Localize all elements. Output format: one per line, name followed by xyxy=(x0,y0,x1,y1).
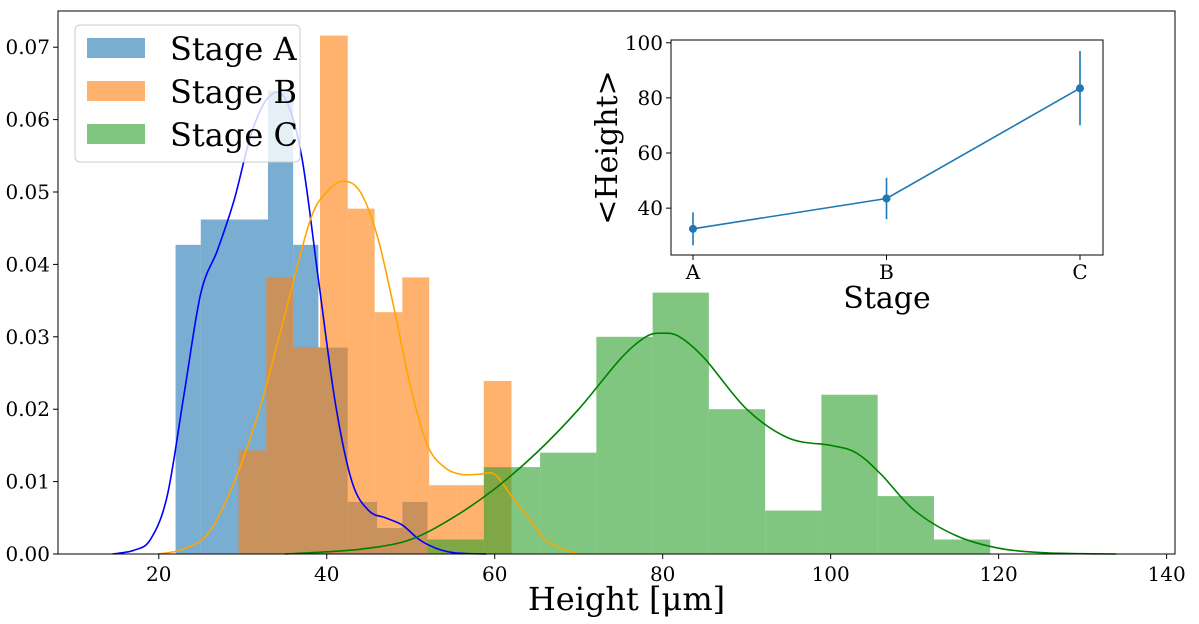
inset-y-tick-label: 80 xyxy=(638,86,663,110)
inset-y-axis-label: <Height> xyxy=(590,70,625,224)
histogram-bar xyxy=(238,450,267,554)
histogram-bar xyxy=(540,452,597,554)
legend-label: Stage B xyxy=(170,73,297,111)
histogram-bar xyxy=(765,510,822,554)
histogram-bar xyxy=(266,277,294,554)
histogram-bar xyxy=(320,35,348,554)
inset-x-tick-label: C xyxy=(1072,260,1087,284)
series-stage-c-bars xyxy=(427,292,991,554)
inset-x-tick-label: B xyxy=(879,260,894,284)
legend-label: Stage A xyxy=(170,30,297,68)
x-tick-label: 80 xyxy=(650,562,675,586)
y-tick-label: 0.04 xyxy=(5,252,50,276)
series-stage-b-bars xyxy=(238,35,512,555)
x-tick-label: 120 xyxy=(980,562,1018,586)
x-tick-label: 60 xyxy=(482,562,507,586)
y-tick-label: 0.06 xyxy=(5,108,50,132)
histogram-bar xyxy=(708,409,766,554)
histogram-bar xyxy=(347,208,375,555)
y-tick-label: 0.00 xyxy=(5,542,50,566)
inset-x-tick-label: A xyxy=(685,260,701,284)
y-tick-label: 0.03 xyxy=(5,325,50,349)
inset-x-axis-label: Stage xyxy=(843,281,930,316)
x-tick-label: 100 xyxy=(812,562,850,586)
x-tick-label: 40 xyxy=(314,562,339,586)
legend-swatch xyxy=(87,124,145,144)
histogram-bar xyxy=(877,496,934,554)
histogram-bar xyxy=(427,539,484,554)
legend: Stage A Stage B Stage C xyxy=(74,24,301,163)
kde-curve-stage-b xyxy=(158,180,579,555)
y-tick-label: 0.05 xyxy=(5,180,50,204)
inset-data-point xyxy=(1076,84,1084,93)
main-histogram-plot: 20 40 60 80 100 120 140 0.00 0.01 0.02 0.03 0.04 0.0… xyxy=(5,10,1186,618)
x-tick-label: 20 xyxy=(146,562,171,586)
histogram-bar xyxy=(374,312,403,554)
y-tick-label: 0.02 xyxy=(5,397,50,421)
inset-mean-height-plot: 40 60 80 100 A B C Stage <Height> xyxy=(590,31,1104,316)
legend-swatch xyxy=(87,81,145,101)
legend-label: Stage C xyxy=(170,116,298,154)
kde-curve-stage-c xyxy=(284,332,1117,555)
histogram-bar xyxy=(933,539,991,554)
histogram-bar xyxy=(402,277,430,554)
histogram-bar xyxy=(175,244,201,555)
x-axis-label: Height [μm] xyxy=(528,580,725,618)
histogram-bar xyxy=(596,336,653,554)
x-tick-label: 140 xyxy=(1148,562,1186,586)
y-tick-label: 0.07 xyxy=(5,35,50,59)
histogram-bar xyxy=(821,394,878,554)
histogram-bar xyxy=(483,467,541,554)
legend-swatch xyxy=(87,38,145,58)
y-tick-label: 0.01 xyxy=(5,470,50,494)
plot-frame xyxy=(57,10,1176,555)
histogram-bar xyxy=(652,292,709,554)
histogram-bar xyxy=(200,219,235,554)
inset-y-tick-label: 100 xyxy=(625,31,663,55)
histogram-bar xyxy=(293,346,321,554)
inset-data-point xyxy=(882,194,891,203)
inset-data-point xyxy=(689,224,697,233)
inset-y-tick-label: 60 xyxy=(638,141,663,165)
inset-y-tick-label: 40 xyxy=(638,196,663,220)
kde-curve-stage-a xyxy=(112,91,487,555)
